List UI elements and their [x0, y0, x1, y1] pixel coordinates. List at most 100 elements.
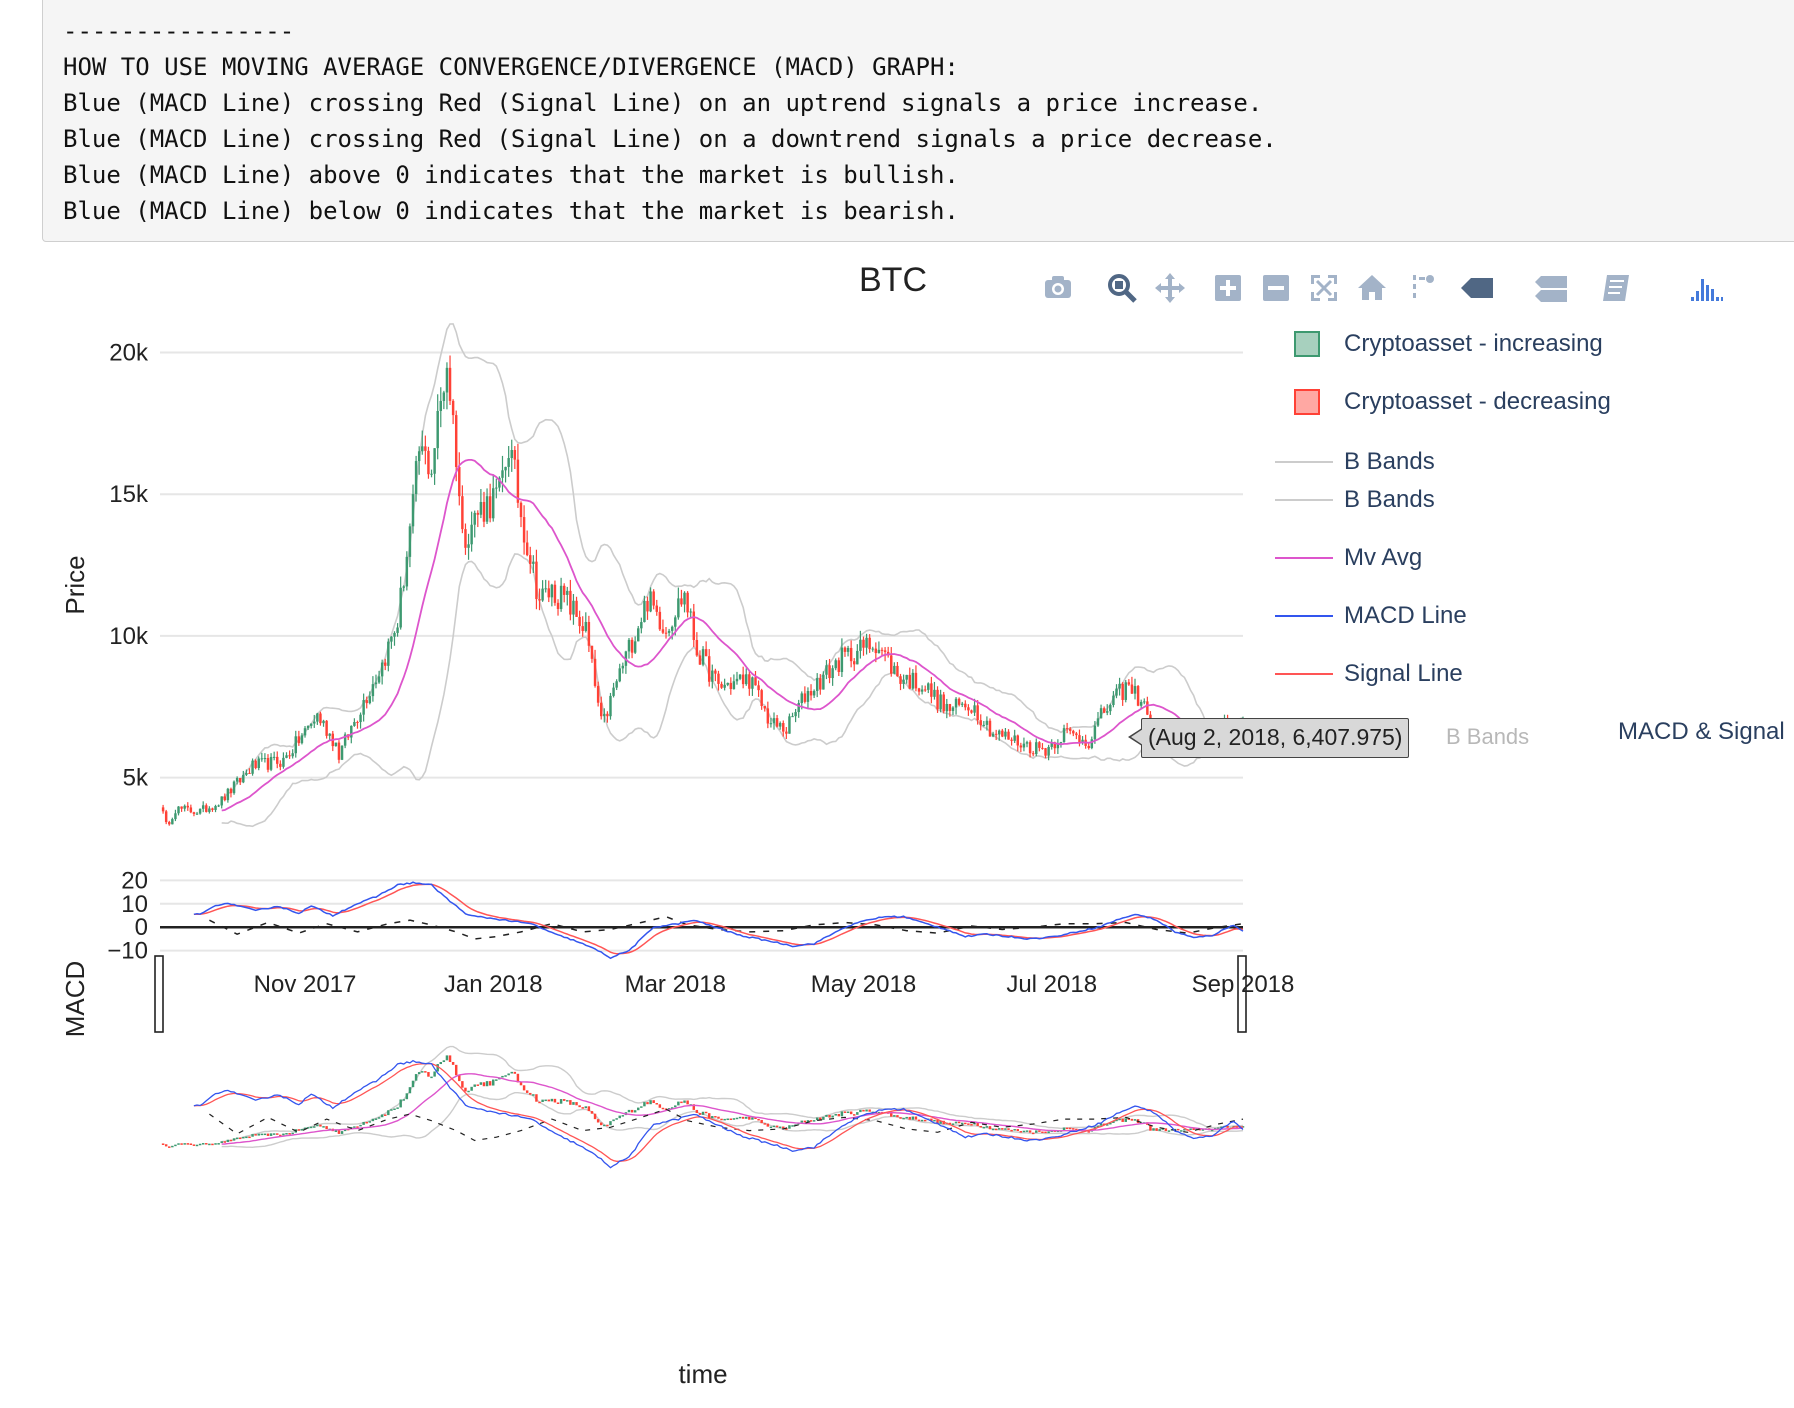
slider-candle — [1220, 1126, 1223, 1129]
slider-candle — [223, 1141, 227, 1143]
camera-icon[interactable] — [1040, 270, 1076, 306]
slider-candle — [421, 1071, 424, 1073]
legend-item[interactable]: Mv Avg — [1270, 542, 1422, 574]
candle-increasing — [618, 668, 621, 682]
candle-increasing — [291, 753, 294, 757]
edit-in-chart-studio-icon[interactable] — [1600, 270, 1636, 306]
legend-overlap-label: B Bands — [1446, 724, 1530, 749]
zoom-icon[interactable] — [1104, 270, 1140, 306]
hover-closest-icon[interactable] — [1452, 270, 1502, 306]
candle-decreasing — [192, 812, 196, 814]
slider-candle — [1124, 1118, 1127, 1122]
candle-increasing — [735, 678, 739, 682]
legend-item[interactable]: MACD Line — [1270, 600, 1467, 632]
slider-candle — [1068, 1127, 1072, 1130]
candle-increasing — [834, 660, 837, 669]
slider-candle — [1038, 1130, 1041, 1132]
candle-decreasing — [1019, 745, 1023, 748]
candle-decreasing — [979, 720, 982, 726]
candle-increasing — [177, 806, 180, 814]
candle-decreasing — [529, 555, 532, 564]
macd-tick-label: −10 — [107, 938, 148, 965]
slider-candle — [809, 1120, 813, 1122]
zoom-in-icon[interactable] — [1210, 270, 1246, 306]
legend-item[interactable]: B Bands — [1270, 484, 1435, 516]
slider-candle — [235, 1137, 239, 1140]
candle-increasing — [769, 723, 773, 725]
slider-candle — [572, 1102, 575, 1105]
candle-increasing — [371, 684, 375, 697]
candle-decreasing — [819, 678, 822, 690]
slider-candle — [1004, 1128, 1007, 1130]
slider-candle — [1158, 1129, 1161, 1131]
hover-compare-icon[interactable] — [1526, 270, 1576, 306]
slider-handle-left[interactable] — [154, 955, 164, 1033]
candle-increasing — [309, 723, 313, 726]
slider-candle — [615, 1118, 618, 1120]
candle-increasing — [683, 592, 686, 605]
spike-lines-icon[interactable] — [1404, 270, 1440, 306]
candle-decreasing — [590, 645, 594, 659]
slider-candle — [757, 1119, 760, 1121]
legend-item[interactable]: Cryptoasset - decreasing — [1270, 386, 1611, 418]
candle-increasing — [1109, 705, 1112, 712]
candle-increasing — [649, 591, 652, 612]
legend-item[interactable]: MACD & Signal — [1618, 716, 1785, 748]
candle-decreasing — [211, 808, 214, 810]
instruction-line: HOW TO USE MOVING AVERAGE CONVERGENCE/DI… — [63, 53, 959, 81]
candle-increasing — [572, 600, 575, 615]
slider-candle — [911, 1116, 915, 1120]
range-slider[interactable] — [154, 955, 1247, 1169]
legend-item[interactable]: Cryptoasset - increasing — [1270, 328, 1603, 360]
slider-signal-line — [193, 1063, 1244, 1162]
candle-increasing — [677, 598, 680, 618]
pan-icon[interactable] — [1152, 270, 1188, 306]
slider-candle — [553, 1098, 557, 1103]
candle-increasing — [414, 461, 418, 495]
candle-increasing — [368, 696, 372, 704]
candle-increasing — [217, 805, 220, 807]
price-plot[interactable] — [161, 323, 1245, 828]
slider-candle — [760, 1119, 763, 1124]
slider-candle — [609, 1121, 612, 1126]
reset-axes-icon[interactable] — [1354, 270, 1390, 306]
candle-increasing — [245, 772, 248, 775]
plotly-logo-icon[interactable] — [1688, 270, 1724, 306]
candle-increasing — [825, 665, 828, 675]
slider-candle — [593, 1113, 597, 1120]
candle-increasing — [840, 647, 844, 673]
legend-label: B Bands — [1344, 448, 1435, 475]
candle-decreasing — [868, 637, 871, 650]
candle-increasing — [566, 590, 569, 595]
slider-candle — [445, 1055, 449, 1061]
slider-candle — [933, 1119, 936, 1122]
slider-candle — [991, 1128, 995, 1131]
candle-increasing — [430, 473, 433, 475]
slider-candle — [359, 1124, 362, 1127]
candle-increasing — [501, 470, 504, 478]
slider-candle — [198, 1143, 202, 1146]
candle-decreasing — [930, 683, 933, 697]
candle-decreasing — [803, 693, 807, 702]
candle-decreasing — [741, 674, 745, 685]
slider-candle — [433, 1071, 436, 1077]
candle-decreasing — [853, 661, 856, 665]
macd-gridlines — [160, 879, 1243, 952]
candle-increasing — [208, 808, 211, 812]
slider-candle — [371, 1118, 375, 1122]
macd-plot[interactable] — [193, 881, 1244, 960]
candle-increasing — [911, 672, 915, 689]
zoom-out-icon[interactable] — [1258, 270, 1294, 306]
candle-decreasing — [896, 665, 899, 677]
slider-candle — [856, 1112, 859, 1115]
slider-candle — [994, 1128, 998, 1131]
legend-item[interactable]: B Bands — [1270, 446, 1435, 478]
candle-decreasing — [587, 621, 591, 646]
slider-candle — [1210, 1129, 1214, 1132]
autoscale-icon[interactable] — [1306, 270, 1342, 306]
slider-candle — [313, 1126, 316, 1128]
legend-item[interactable]: Signal Line — [1270, 658, 1463, 690]
instructions-panel: ---------------- HOW TO USE MOVING AVERAG… — [42, 0, 1794, 242]
slider-handle-right[interactable] — [1237, 955, 1247, 1033]
